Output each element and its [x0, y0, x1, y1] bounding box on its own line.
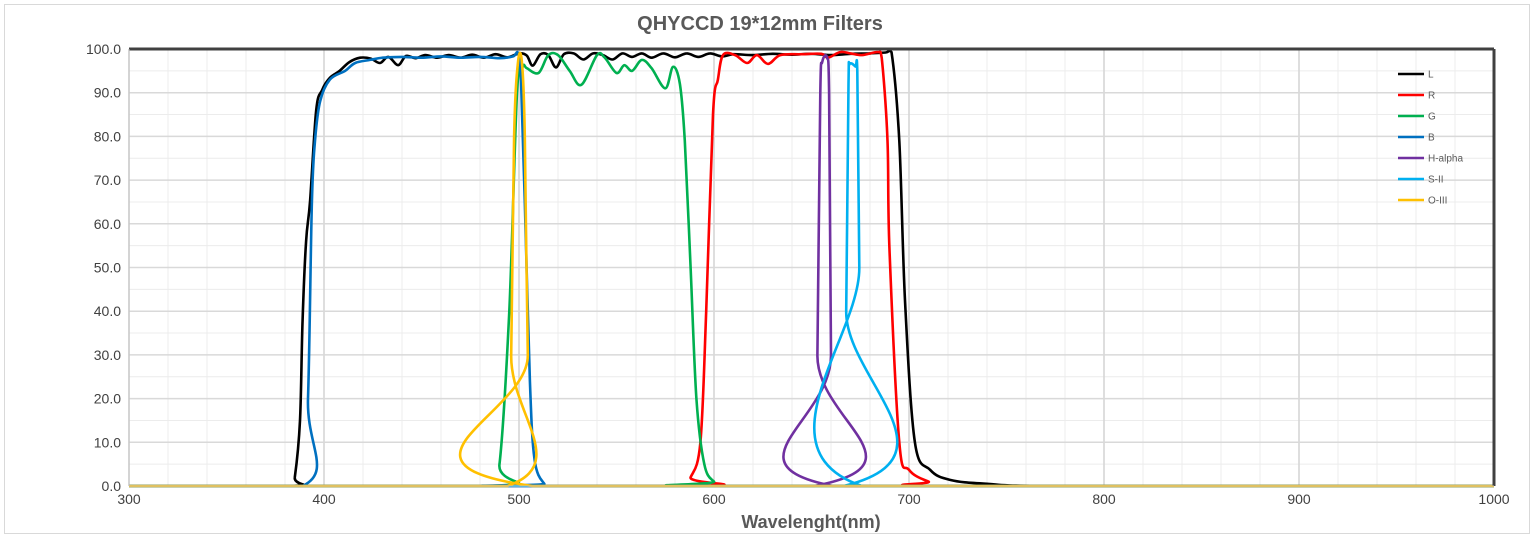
gridlines: [128, 48, 1495, 487]
series-line-r: [129, 50, 1494, 488]
legend-label: G: [1428, 112, 1436, 123]
x-tick-label: 1000: [1478, 491, 1509, 507]
x-tick-label: 300: [117, 491, 141, 507]
y-tick-label: 70.0: [94, 172, 121, 188]
legend-label: H-alpha: [1428, 154, 1463, 165]
x-tick-label: 800: [1092, 491, 1116, 507]
chart-frame: [4, 4, 1530, 534]
x-tick-label: 900: [1287, 491, 1311, 507]
y-tick-label: 80.0: [94, 128, 121, 144]
y-tick-label: 50.0: [94, 260, 121, 276]
x-tick-label: 600: [702, 491, 726, 507]
chart-title: QHYCCD 19*12mm Filters: [637, 13, 883, 35]
series-line-b: [129, 50, 1494, 488]
legend-label: L: [1428, 70, 1434, 81]
legend-label: R: [1428, 91, 1435, 102]
y-tick-label: 90.0: [94, 85, 121, 101]
y-tick-label: 40.0: [94, 303, 121, 319]
series-line-s-ii: [129, 58, 1494, 488]
x-axis-label: Wavelenght(nm): [741, 512, 880, 532]
legend-label: B: [1428, 133, 1435, 144]
axes: 300 400 500 600 700 800 900 1000 0.0 10.0 20.0 30.0…: [86, 41, 1510, 507]
x-tick-label: 700: [897, 491, 921, 507]
y-tick-label: 10.0: [94, 434, 121, 450]
y-tick-label: 20.0: [94, 391, 121, 407]
y-tick-label: 30.0: [94, 347, 121, 363]
y-tick-label: 60.0: [94, 216, 121, 232]
y-tick-label: 0.0: [102, 478, 122, 494]
legend-label: O-III: [1428, 196, 1447, 207]
x-tick-label: 500: [507, 491, 531, 507]
series-line-h-alpha: [129, 54, 1494, 488]
series-line-l: [129, 49, 1494, 488]
y-tick-label: 100.0: [86, 41, 121, 57]
legend-label: S-II: [1428, 175, 1444, 186]
x-tick-label: 400: [312, 491, 336, 507]
series-line-g: [129, 51, 1494, 488]
series-line-o-iii: [129, 51, 1494, 488]
